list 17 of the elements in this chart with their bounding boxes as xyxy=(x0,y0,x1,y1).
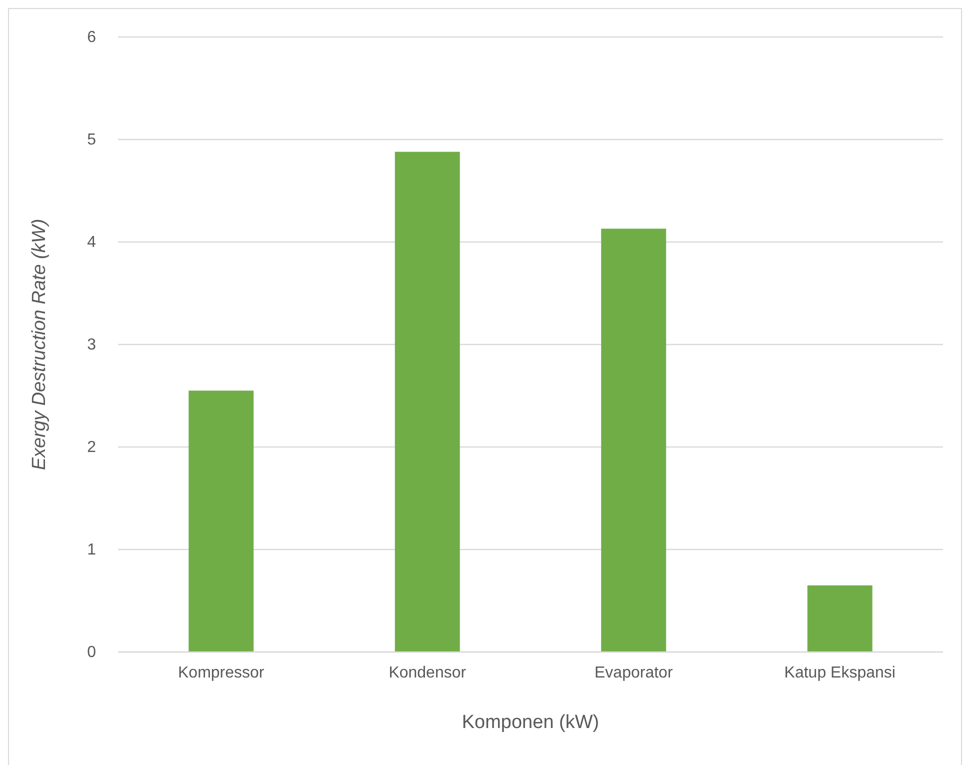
y-tick-label: 1 xyxy=(87,542,96,559)
x-tick-label: Katup Ekspansi xyxy=(784,664,896,682)
y-tick-label: 5 xyxy=(87,132,96,149)
y-tick-label: 2 xyxy=(87,439,96,456)
x-axis-title: Komponen (kW) xyxy=(462,712,600,733)
y-tick-label: 6 xyxy=(87,29,96,46)
y-axis-title: Exergy Destruction Rate (kW) xyxy=(29,218,50,470)
bar xyxy=(601,228,666,652)
y-tick-label: 3 xyxy=(87,336,96,354)
y-tick-label: 4 xyxy=(87,234,96,252)
bar xyxy=(188,390,254,652)
x-tick-label: Kondensor xyxy=(388,664,467,682)
x-tick-label: Kompressor xyxy=(178,664,265,682)
bar xyxy=(807,585,872,652)
bar xyxy=(394,152,460,652)
x-tick-label: Evaporator xyxy=(594,664,674,682)
y-tick-label: 0 xyxy=(87,644,96,662)
